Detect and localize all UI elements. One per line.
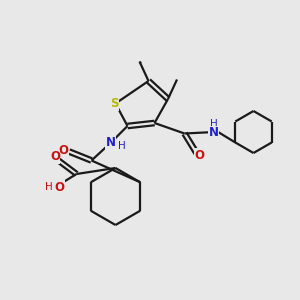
Text: H: H <box>210 118 218 129</box>
Text: O: O <box>54 181 64 194</box>
Text: O: O <box>50 150 60 164</box>
Text: H: H <box>45 182 52 193</box>
Text: N: N <box>105 136 116 149</box>
Text: O: O <box>194 149 205 162</box>
Text: O: O <box>58 143 69 157</box>
Text: N: N <box>209 126 219 139</box>
Text: S: S <box>110 97 118 110</box>
Text: H: H <box>118 141 125 151</box>
